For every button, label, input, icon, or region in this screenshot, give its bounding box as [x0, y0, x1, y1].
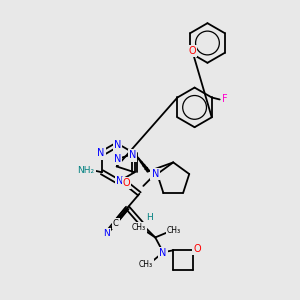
Text: N: N	[129, 150, 136, 161]
Text: N: N	[114, 154, 122, 164]
Text: N: N	[160, 248, 167, 258]
Text: N: N	[103, 229, 110, 238]
Text: CH₃: CH₃	[167, 226, 181, 235]
Text: N: N	[97, 148, 105, 158]
Text: CH₃: CH₃	[131, 223, 146, 232]
Text: O: O	[123, 178, 130, 188]
Text: C: C	[113, 219, 118, 228]
Text: NH₂: NH₂	[78, 166, 95, 175]
Text: N: N	[116, 176, 123, 186]
Text: N: N	[152, 169, 159, 179]
Text: H: H	[146, 213, 153, 222]
Text: CH₃: CH₃	[138, 260, 152, 269]
Polygon shape	[135, 154, 149, 172]
Text: O: O	[193, 244, 201, 254]
Text: O: O	[188, 46, 196, 56]
Text: N: N	[114, 140, 121, 150]
Text: F: F	[222, 94, 227, 104]
